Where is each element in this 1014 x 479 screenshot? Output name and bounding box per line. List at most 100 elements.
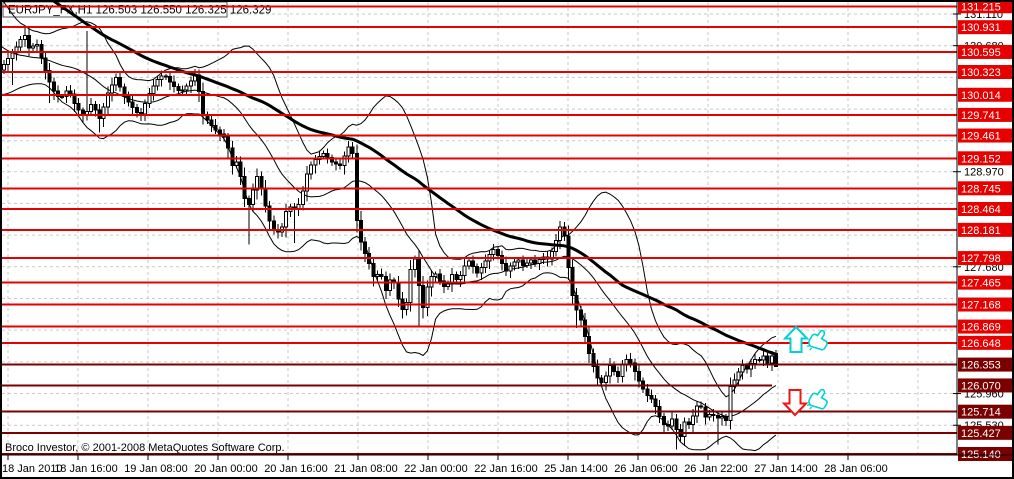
time-label[interactable]: 21 Jan 08:00 <box>334 463 398 475</box>
bear-candle-body <box>599 377 604 383</box>
bull-candle-body <box>558 226 563 241</box>
bull-candle-body <box>18 38 23 48</box>
bull-candle-body <box>143 102 148 115</box>
time-label[interactable]: 25 Jan 14:00 <box>544 463 608 475</box>
price-level-badge-label[interactable]: 127.798 <box>961 253 1001 265</box>
price-level-badge[interactable] <box>958 425 1013 440</box>
level-lines-layer[interactable] <box>2 5 957 455</box>
price-scale[interactable]: 131.110130.680128.970127.680125.960125.5… <box>953 0 1013 461</box>
price-level-badge[interactable] <box>958 0 1013 14</box>
time-label[interactable]: 18 Jan 16:00 <box>54 463 118 475</box>
bear-candle-body <box>26 34 31 49</box>
bear-candle-body <box>566 235 571 268</box>
bull-candle-body <box>736 371 741 381</box>
bull-candle-body <box>255 175 260 191</box>
price-level-badge-label[interactable]: 126.353 <box>961 360 1001 372</box>
bear-candle-body <box>238 161 243 177</box>
moving-average-layer <box>52 2 777 356</box>
bear-candle-body <box>271 220 276 231</box>
price-level-badge[interactable] <box>958 151 1013 166</box>
bear-candle-body <box>350 146 355 154</box>
price-level-badge-label[interactable]: 126.070 <box>961 380 1001 392</box>
price-level-badge-label[interactable]: 131.215 <box>961 1 1001 13</box>
price-level-badge[interactable] <box>958 222 1013 237</box>
price-level-badge[interactable] <box>958 404 1013 419</box>
bear-candle-body <box>267 205 272 222</box>
price-level-badge-label[interactable]: 125.427 <box>961 428 1001 440</box>
time-label[interactable]: 18 Jan 2010 <box>2 463 63 475</box>
bear-candle-body <box>612 364 617 373</box>
bull-candle-body <box>769 355 774 364</box>
bull-candle-body <box>309 164 314 175</box>
price-level-badge-label[interactable]: 128.745 <box>961 183 1001 195</box>
down-arrow-icon[interactable] <box>781 389 809 417</box>
price-level-badge-label[interactable]: 128.464 <box>961 204 1001 216</box>
bear-candle-body <box>495 248 500 257</box>
thumb-up-icon[interactable] <box>806 387 829 412</box>
price-level-badge-label[interactable]: 129.741 <box>961 110 1001 122</box>
time-label[interactable]: 28 Jan 06:00 <box>824 463 888 475</box>
price-level-badge-label[interactable]: 126.869 <box>961 322 1001 334</box>
price-level-badge-label[interactable]: 130.595 <box>961 47 1001 59</box>
thumb-up-icon[interactable] <box>806 328 829 353</box>
price-level-badge-label[interactable]: 127.168 <box>961 300 1001 312</box>
price-level-badge[interactable] <box>958 319 1013 334</box>
price-level-badge-label[interactable]: 130.323 <box>961 67 1001 79</box>
bull-candle-body <box>670 418 675 427</box>
price-level-badge-label[interactable]: 127.465 <box>961 278 1001 290</box>
price-level-badge[interactable] <box>958 128 1013 143</box>
price-level-badge[interactable] <box>958 335 1013 350</box>
bear-candle-body <box>500 255 504 264</box>
price-level-badge-label[interactable]: 130.014 <box>961 90 1001 102</box>
time-label[interactable]: 19 Jan 08:00 <box>124 463 188 475</box>
price-level-badge-label[interactable]: 129.461 <box>961 131 1001 143</box>
price-level-badge[interactable] <box>958 446 1013 461</box>
price-level-badge-label[interactable]: 128.181 <box>961 225 1001 237</box>
bull-candle-body <box>412 258 417 271</box>
bear-candle-body <box>43 57 48 71</box>
bull-candle-body <box>35 43 40 47</box>
price-level-badge-label[interactable]: 129.152 <box>961 153 1001 165</box>
time-label[interactable]: 22 Jan 16:00 <box>474 463 538 475</box>
price-level-badge[interactable] <box>958 251 1013 266</box>
bull-candle-body <box>284 211 289 228</box>
price-level-badge[interactable] <box>958 65 1013 80</box>
price-level-badge[interactable] <box>958 20 1013 35</box>
signal-arrows-layer[interactable] <box>781 325 830 417</box>
bear-candle-body <box>574 294 579 311</box>
bull-candle-body <box>753 359 758 365</box>
time-label[interactable]: 26 Jan 06:00 <box>614 463 678 475</box>
price-label[interactable]: 128.970 <box>964 167 1004 179</box>
price-level-badge[interactable] <box>958 44 1013 59</box>
price-level-badge-label[interactable]: 126.648 <box>961 338 1001 350</box>
time-label[interactable]: 22 Jan 00:00 <box>404 463 468 475</box>
bull-candle-body <box>607 364 612 377</box>
price-level-badge[interactable] <box>958 87 1013 102</box>
time-label[interactable]: 20 Jan 16:00 <box>264 463 328 475</box>
time-label[interactable]: 27 Jan 14:00 <box>754 463 818 475</box>
price-level-badge[interactable] <box>958 378 1013 393</box>
price-level-badge[interactable] <box>958 297 1013 312</box>
bull-candle-body <box>342 155 347 166</box>
bear-candle-body <box>122 86 127 97</box>
price-level-badge[interactable] <box>958 357 1013 372</box>
bear-candle-body <box>441 280 446 287</box>
price-level-badge[interactable] <box>958 107 1013 122</box>
bull-candle-body <box>728 386 733 422</box>
bull-candle-body <box>2 63 6 71</box>
bear-candle-body <box>595 365 600 379</box>
up-arrow-icon[interactable] <box>782 325 810 353</box>
bull-candle-body <box>620 363 625 377</box>
price-level-badge[interactable] <box>958 275 1013 290</box>
bull-candle-body <box>14 46 19 54</box>
price-level-badge-label[interactable]: 125.714 <box>961 407 1001 419</box>
price-level-badge-label[interactable]: 130.931 <box>961 22 1001 34</box>
time-label[interactable]: 20 Jan 00:00 <box>194 463 258 475</box>
time-label[interactable]: 26 Jan 22:00 <box>684 463 748 475</box>
bear-candle-body <box>649 394 654 400</box>
price-level-badge[interactable] <box>958 202 1013 217</box>
price-level-badge[interactable] <box>958 181 1013 196</box>
